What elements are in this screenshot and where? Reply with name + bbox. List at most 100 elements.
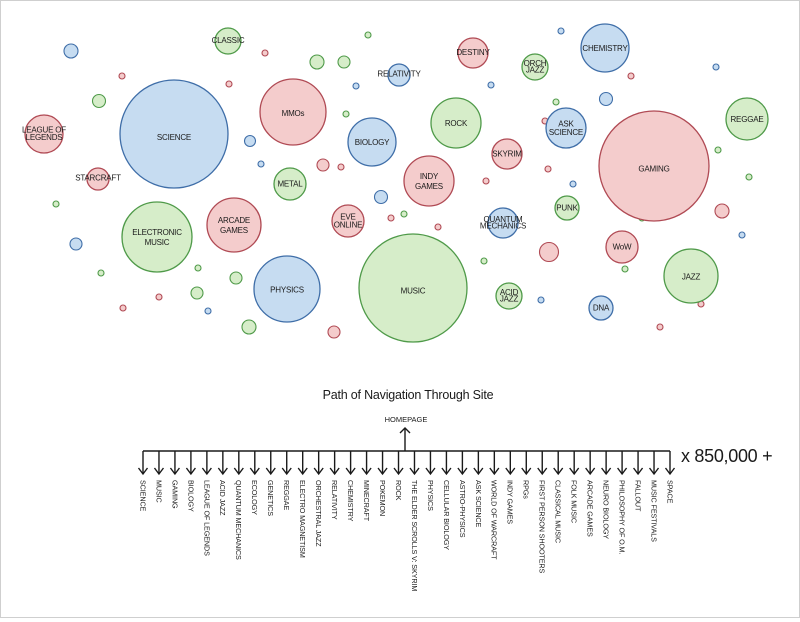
branch-label-acid-jazz: ACID JAZZ	[218, 480, 227, 516]
decorative-dot	[482, 177, 490, 185]
branch-arrowhead	[281, 467, 292, 476]
branch-arrowhead	[361, 467, 372, 476]
bubble-label: ASK SCIENCE	[549, 119, 583, 136]
bubble-music: MUSIC	[358, 233, 468, 343]
branch-label-reggae: REGGAE	[282, 480, 291, 510]
branch-arrowhead	[249, 467, 260, 476]
decorative-dot	[229, 271, 243, 285]
decorative-dot	[352, 82, 360, 90]
bubble-skyrim: SKYRIM	[491, 138, 523, 170]
branch-label-orchestral-jazz: ORCHESTRAL JAZZ	[314, 480, 323, 547]
decorative-dot	[656, 323, 664, 331]
bubble-label: MMOs	[282, 109, 305, 118]
root-arrowhead	[399, 427, 411, 434]
decorative-dot	[487, 81, 495, 89]
bubble-classic: CLASSIC	[212, 27, 245, 55]
branch-arrowhead	[233, 467, 244, 476]
branch-arrowhead	[217, 467, 228, 476]
decorative-dot	[373, 189, 389, 205]
bubble-label: INDY GAMES	[415, 172, 443, 191]
branch-label-science: SCIENCE	[138, 480, 147, 512]
bubble-physics: PHYSICS	[253, 255, 321, 323]
branch-arrowhead	[137, 467, 149, 476]
tree-title: Path of Navigation Through Site	[323, 388, 494, 402]
branch-label-indy-games: INDY GAMES	[506, 480, 515, 524]
bubble-label: GAMING	[638, 164, 669, 173]
branch-arrowhead	[473, 467, 484, 476]
bubble-circle	[206, 197, 262, 253]
decorative-dot	[204, 307, 212, 315]
branch-label-rock: ROCK	[394, 480, 403, 501]
bubble-label: DNA	[593, 303, 610, 312]
branch-label-electro-magnetism: ELECTRO MAGNETISM	[298, 480, 307, 558]
decorative-dot	[480, 257, 488, 265]
branch-arrowhead	[664, 467, 676, 476]
bubble-electronic-music: ELECTRONIC MUSIC	[121, 201, 193, 273]
bubble-label: WoW	[613, 242, 632, 251]
bubble-label: CLASSIC	[212, 36, 245, 45]
bubble-circle	[457, 37, 489, 69]
bubble-league-of-legends: LEAGUE OF LEGENDS	[22, 114, 67, 154]
branch-label-space: SPACE	[665, 480, 674, 504]
bubble-label: METAL	[277, 180, 303, 189]
decorative-dot	[400, 210, 408, 218]
decorative-dot	[118, 72, 126, 80]
decorative-dot	[119, 304, 127, 312]
visit-count-label: x 850,000 +	[681, 446, 772, 466]
bubble-reggae: REGGAE	[725, 97, 769, 141]
branch-label-cellular-biology: CELLULAR BIOLOGY	[442, 480, 451, 550]
branch-label-biology: BIOLOGY	[186, 480, 195, 512]
bubble-dna: DNA	[588, 295, 614, 321]
bubble-circle	[605, 230, 639, 264]
branch-arrowhead	[648, 467, 660, 476]
branch-label-fallout: FALLOUT	[633, 480, 642, 512]
navigation-tree: Path of Navigation Through Site HOMEPAGE…	[137, 388, 773, 591]
branch-arrowhead	[601, 467, 612, 476]
bubble-jazz: JAZZ	[663, 248, 719, 304]
decorative-dot	[261, 49, 269, 57]
branch-label-pokemon: POKEMON	[378, 480, 387, 516]
branch-label-rpgs: RPGs	[522, 480, 531, 499]
branch-arrowhead	[377, 467, 388, 476]
decorative-dot	[544, 165, 552, 173]
bubble-label: PHYSICS	[270, 286, 304, 295]
bubble-label: STARCRAFT	[75, 174, 121, 183]
decorative-dot	[342, 110, 350, 118]
decorative-dot	[364, 31, 372, 39]
bubble-biology: BIOLOGY	[347, 117, 397, 167]
bubble-acid-jazz: ACID JAZZ	[495, 282, 523, 310]
branch-arrowhead	[441, 467, 452, 476]
bubble-label: SCIENCE	[157, 133, 191, 142]
bubble-circle	[580, 23, 630, 73]
bubble-arcade-games: ARCADE GAMES	[206, 197, 262, 253]
branch-label-quantum-mechanics: QUANTUM MECHANICS	[234, 480, 243, 560]
branch-arrowhead	[617, 467, 628, 476]
branch-arrowhead	[489, 467, 500, 476]
branch-label-minecraft: MINECRAFT	[362, 480, 371, 522]
bubble-rock: ROCK	[430, 97, 482, 149]
bubble-label: ORCH JAZZ	[524, 59, 547, 75]
decorative-dot	[309, 54, 325, 70]
branch-arrowhead	[169, 467, 180, 476]
decorative-dot	[243, 134, 257, 148]
decorative-dot	[598, 91, 614, 107]
bubble-label: ACID JAZZ	[500, 288, 519, 304]
branch-label-relativity: RELATIVITY	[330, 480, 339, 520]
decorative-dot	[97, 269, 105, 277]
bubble-label: ARCADE GAMES	[218, 216, 250, 235]
bubble-circle	[588, 295, 614, 321]
branch-arrowhead	[521, 467, 532, 476]
bubble-circle	[358, 233, 468, 343]
bubble-label: DESTINY	[456, 48, 490, 57]
decorative-dot	[63, 43, 79, 59]
decorative-dot	[552, 98, 560, 106]
branch-arrowhead	[505, 467, 516, 476]
decorative-dot	[225, 80, 233, 88]
branch-arrowhead	[569, 467, 580, 476]
decorative-dot	[538, 241, 560, 263]
bubble-label: PUNK	[556, 203, 578, 212]
branch-label-genetics: GENETICS	[266, 480, 275, 516]
branch-arrowhead	[585, 467, 596, 476]
bubble-circle	[495, 282, 523, 310]
